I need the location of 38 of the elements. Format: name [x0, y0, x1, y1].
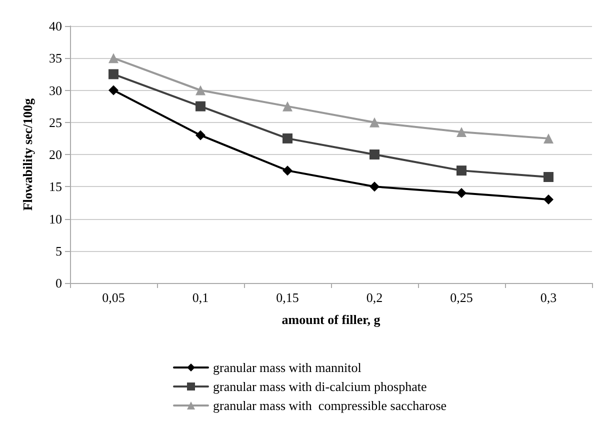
point: [108, 53, 118, 64]
x-tick-label: 0,2: [366, 290, 383, 305]
y-tick-label: 10: [49, 211, 62, 226]
point: [370, 182, 380, 192]
point: [108, 69, 118, 80]
point: [456, 127, 466, 138]
y-tick-label: 25: [49, 114, 62, 130]
point: [108, 85, 118, 96]
y-axis-title: Flowability sec/100g: [20, 98, 35, 211]
point: [544, 172, 554, 182]
point: [282, 166, 292, 176]
point: [196, 101, 206, 112]
point: [196, 85, 206, 96]
y-tick-label: 15: [49, 179, 62, 194]
x-tick-label: 0,15: [276, 290, 299, 305]
y-tick-label: 40: [49, 18, 62, 34]
point: [456, 166, 466, 176]
y-tick-label: 30: [49, 82, 62, 98]
x-tick-label: 0,25: [450, 290, 473, 305]
y-tick-label: 0: [56, 276, 62, 290]
point: [456, 188, 466, 198]
x-tick-label: 0,3: [540, 290, 557, 305]
x-axis-title: amount of filler, g: [282, 312, 381, 327]
legend-label: granular mass with compressible saccharose: [213, 398, 447, 413]
point: [370, 150, 380, 160]
point: [282, 101, 292, 112]
y-tick-label: 5: [56, 243, 62, 258]
point: [544, 133, 554, 144]
legend-label: granular mass with di-calcium phosphate: [213, 379, 427, 394]
point: [196, 130, 206, 140]
point: [544, 194, 554, 204]
y-tick-label: 35: [49, 50, 62, 66]
point: [370, 117, 380, 128]
point: [282, 133, 292, 144]
x-tick-label: 0,1: [192, 290, 209, 305]
x-tick-label: 0,05: [102, 290, 125, 305]
legend-label: granular mass with mannitol: [213, 360, 362, 375]
y-tick-label: 20: [49, 147, 62, 162]
